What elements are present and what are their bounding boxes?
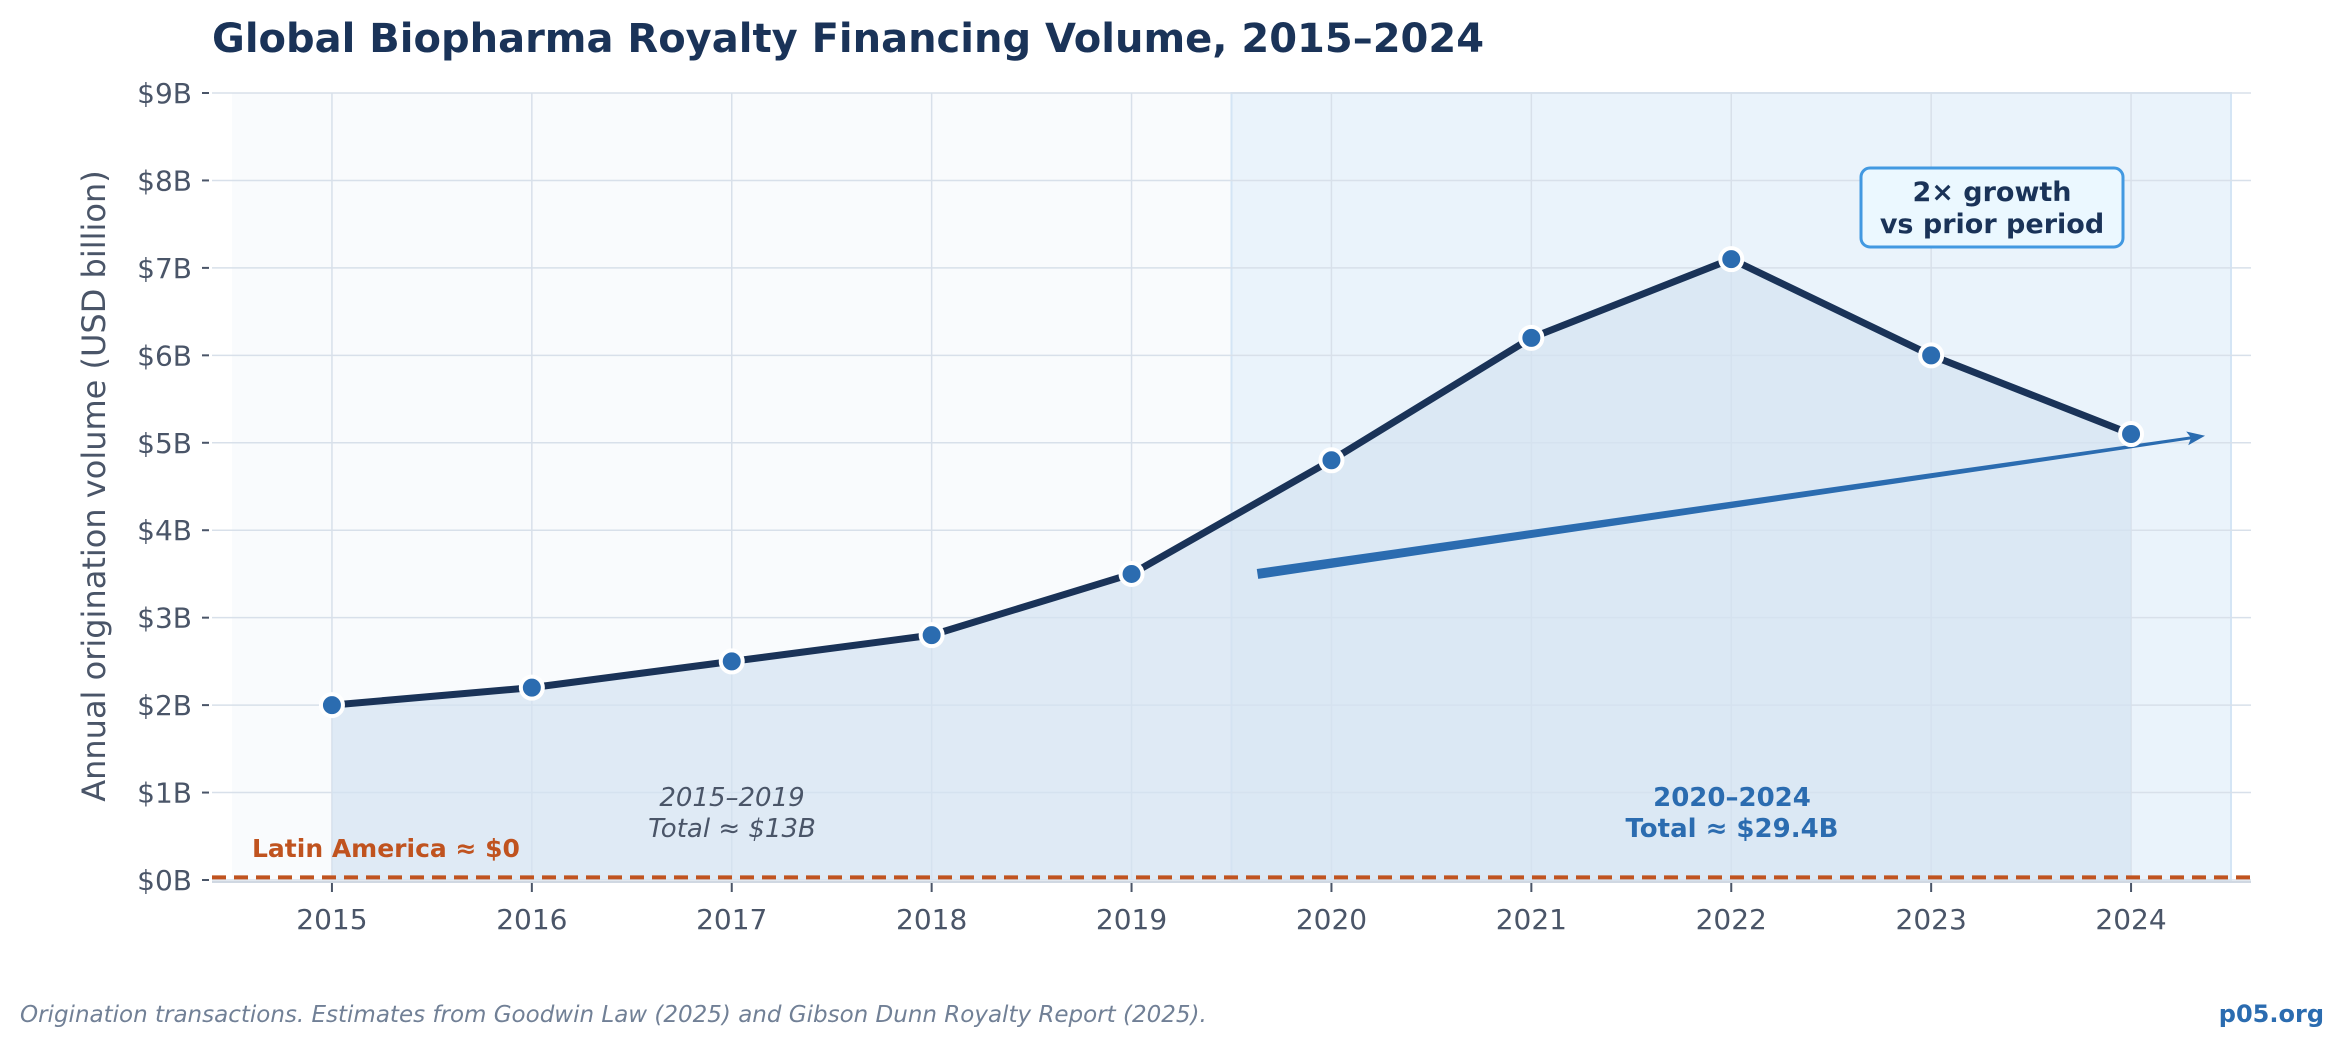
x-tick-label: 2021 (1496, 903, 1567, 936)
baseline-label: Latin America ≈ $0 (252, 834, 520, 863)
trend-arrow-shaft (1256, 436, 2192, 579)
y-tick-label: $9B (137, 77, 192, 110)
growth-callout-box (1859, 166, 2125, 249)
y-tick-label: $5B (137, 427, 192, 460)
trend-arrow-head (2186, 431, 2206, 446)
growth-callout-line2: vs prior period (1880, 209, 2104, 240)
y-tick-label: $6B (137, 339, 192, 372)
data-point-2019 (1118, 560, 1145, 587)
y-axis-label: Annual origination volume (USD billion) (75, 170, 113, 802)
x-tick-label: 2023 (1896, 903, 1967, 936)
y-tick-label: $1B (137, 777, 192, 810)
y-tick-label: $7B (137, 252, 192, 285)
data-point-2016 (518, 674, 545, 701)
x-tick-label: 2019 (1096, 903, 1167, 936)
footer-brand[interactable]: p05.org (2219, 1000, 2324, 1028)
x-tick-label: 2020 (1296, 903, 1367, 936)
y-tick-label: $0B (137, 864, 192, 897)
series-line (331, 255, 2133, 709)
period1-label-line1: 2015–2019 (659, 783, 804, 813)
footer-source: Origination transactions. Estimates from… (20, 1002, 1207, 1028)
data-point-2022 (1718, 246, 1745, 273)
y-tick-label: $3B (137, 602, 192, 635)
data-point-2018 (918, 622, 945, 649)
x-tick-label: 2022 (1696, 903, 1767, 936)
y-tick-label: $8B (137, 164, 192, 197)
x-tick-label: 2015 (296, 903, 367, 936)
data-point-2015 (318, 692, 345, 719)
growth-callout-line1: 2× growth (1912, 177, 2071, 208)
data-point-2017 (718, 648, 745, 675)
period2-label-line2: Total ≈ $29.4B (1626, 814, 1839, 844)
y-tick-label: $2B (137, 689, 192, 722)
x-tick-label: 2018 (896, 903, 967, 936)
x-tick-label: 2024 (2095, 903, 2166, 936)
data-point-2023 (1918, 342, 1945, 369)
period1-label-line2: Total ≈ $13B (648, 814, 816, 844)
x-tick-label: 2017 (696, 903, 767, 936)
period2-label-line1: 2020–2024 (1653, 783, 1811, 813)
data-point-2021 (1518, 324, 1545, 351)
data-point-2020 (1318, 447, 1345, 474)
chart-title: Global Biopharma Royalty Financing Volum… (212, 16, 1484, 62)
area-fill (331, 259, 2132, 881)
data-point-2024 (2118, 421, 2145, 448)
x-tick-label: 2016 (496, 903, 567, 936)
y-tick-label: $4B (137, 514, 192, 547)
